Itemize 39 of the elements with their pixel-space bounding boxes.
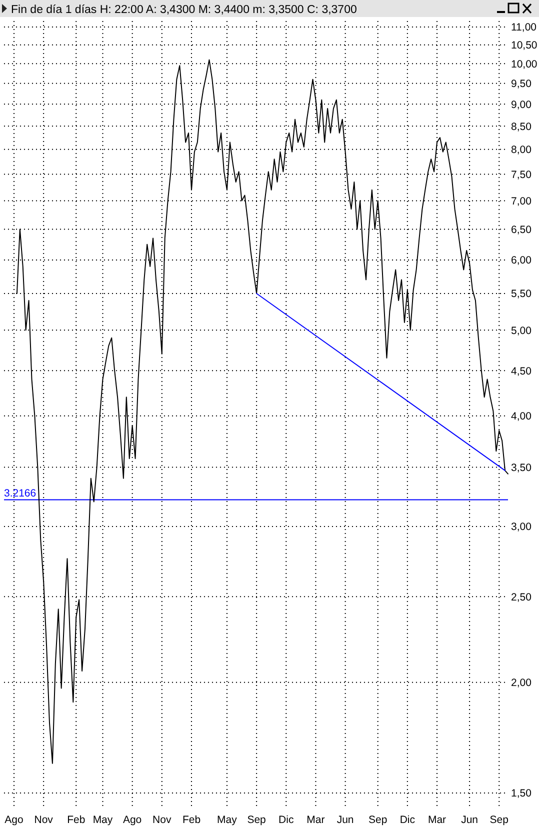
x-tick-label: Jun: [336, 814, 354, 826]
x-tick-label: Dic: [278, 814, 294, 826]
x-tick-label: Ago: [4, 814, 24, 826]
x-tick-label: Feb: [67, 814, 86, 826]
y-tick-label: 2,00: [511, 677, 532, 690]
y-tick-label: 5,00: [511, 324, 532, 337]
y-tick-label: 4,00: [511, 410, 532, 423]
x-tick-label: Ago: [122, 814, 142, 826]
x-tick-label: Sep: [368, 814, 388, 826]
x-tick-label: Mar: [428, 814, 447, 826]
x-tick-label: Feb: [182, 814, 201, 826]
y-tick-label: 4,50: [511, 365, 532, 378]
y-tick-label: 2,50: [511, 591, 532, 604]
y-tick-label: 8,50: [511, 120, 532, 133]
x-tick-label: Nov: [34, 814, 54, 826]
x-tick-label: Nov: [152, 814, 172, 826]
y-tick-label: 6,50: [511, 224, 532, 236]
x-tick-label: Jun: [461, 814, 478, 826]
x-tick-label: Sep: [247, 814, 266, 826]
y-tick-label: 5,50: [511, 288, 532, 300]
x-tick-label: Sep: [490, 814, 509, 826]
y-tick-label: 7,00: [511, 195, 532, 208]
y-tick-label: 10,00: [511, 58, 538, 70]
y-tick-label: 3,00: [511, 521, 532, 534]
y-tick-label: 1,50: [511, 788, 532, 800]
ref-line-label: 3.2166: [4, 488, 36, 500]
x-tick-label: May: [92, 814, 114, 826]
x-tick-label: May: [217, 814, 238, 826]
y-tick-label: 7,50: [511, 168, 532, 181]
x-tick-label: Dic: [400, 814, 416, 826]
y-tick-label: 9,00: [511, 98, 532, 111]
x-tick-label: Mar: [306, 814, 326, 826]
y-tick-label: 9,50: [511, 78, 532, 90]
y-tick-label: 6,00: [511, 254, 532, 267]
y-tick-label: 8,00: [511, 144, 532, 156]
y-tick-label: 3,50: [511, 462, 532, 474]
y-tick-label: 10,50: [511, 40, 538, 52]
chart-title: Fin de día 1 días H: 22:00 A: 3,4300 M: 3,4400 m: 3,3500 C: 3,3700: [11, 4, 357, 16]
y-tick-label: 11,00: [511, 22, 537, 34]
